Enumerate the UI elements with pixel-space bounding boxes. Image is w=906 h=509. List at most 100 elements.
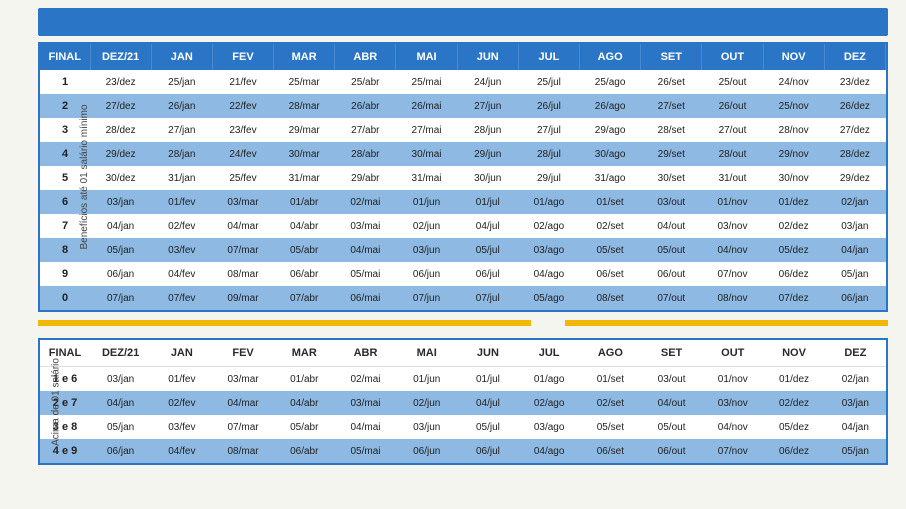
col-header: MAI [396, 44, 457, 70]
date-cell: 31/mai [396, 166, 457, 190]
table1-body: 123/dez25/jan21/fev25/mar25/abr25/mai24/… [40, 70, 886, 310]
date-cell: 26/ago [580, 94, 641, 118]
section1-label: Benefícios até 01 salário mínimo [79, 104, 90, 249]
date-cell: 30/mar [274, 142, 335, 166]
date-cell: 07/mar [212, 238, 273, 262]
date-cell: 28/jul [518, 142, 579, 166]
date-cell: 08/set [580, 286, 641, 310]
date-cell: 24/fev [212, 142, 273, 166]
date-cell: 04/jul [457, 391, 518, 415]
date-cell: 06/jun [396, 262, 457, 286]
row-final-digit: 1 e 6 [40, 367, 90, 392]
date-cell: 04/mai [335, 238, 396, 262]
row-final-digit: 9 [40, 262, 90, 286]
date-cell: 01/dez [763, 190, 824, 214]
section2-label: Acima de 01 salário [50, 358, 61, 446]
date-cell: 03/nov [702, 391, 763, 415]
table-row: 906/jan04/fev08/mar06/abr05/mai06/jun06/… [40, 262, 886, 286]
date-cell: 05/jan [825, 439, 886, 463]
date-cell: 01/set [580, 367, 641, 392]
date-cell: 03/jun [396, 415, 457, 439]
col-header: SET [641, 340, 702, 367]
date-cell: 01/nov [702, 190, 763, 214]
col-header: DEZ/21 [90, 340, 151, 367]
date-cell: 07/out [641, 286, 702, 310]
date-cell: 08/mar [212, 262, 273, 286]
date-cell: 04/mar [212, 214, 273, 238]
date-cell: 28/abr [335, 142, 396, 166]
date-cell: 02/jan [825, 367, 886, 392]
date-cell: 04/fev [151, 262, 212, 286]
date-cell: 02/jun [396, 391, 457, 415]
date-cell: 28/dez [824, 142, 885, 166]
table-row: 328/dez27/jan23/fev29/mar27/abr27/mai28/… [40, 118, 886, 142]
separator [38, 320, 888, 330]
date-cell: 03/out [641, 190, 702, 214]
date-cell: 06/set [580, 439, 641, 463]
date-cell: 06/jul [457, 262, 518, 286]
date-cell: 28/jun [457, 118, 518, 142]
date-cell: 27/dez [824, 118, 885, 142]
col-header: DEZ/21 [90, 44, 151, 70]
date-cell: 05/jul [457, 238, 518, 262]
date-cell: 23/fev [212, 118, 273, 142]
date-cell: 03/mai [335, 391, 396, 415]
date-cell: 07/fev [151, 286, 212, 310]
date-cell: 02/fev [151, 214, 212, 238]
date-cell: 06/jan [824, 286, 885, 310]
col-header: JAN [151, 340, 212, 367]
row-final-digit: 4 e 9 [40, 439, 90, 463]
col-header: SET [641, 44, 702, 70]
date-cell: 27/jan [151, 118, 212, 142]
date-cell: 01/jun [396, 190, 457, 214]
date-cell: 05/abr [274, 415, 335, 439]
date-cell: 23/dez [824, 70, 885, 94]
date-cell: 03/fev [151, 238, 212, 262]
date-cell: 28/mar [274, 94, 335, 118]
date-cell: 04/jul [457, 214, 518, 238]
table-row: 530/dez31/jan25/fev31/mar29/abr31/mai30/… [40, 166, 886, 190]
date-cell: 01/jul [457, 190, 518, 214]
section-above-1-salary: Acima de 01 salário FINALDEZ/21JANFEVMAR… [38, 338, 888, 465]
date-cell: 29/jul [518, 166, 579, 190]
col-header: OUT [702, 44, 763, 70]
date-cell: 29/abr [335, 166, 396, 190]
date-cell: 28/dez [90, 118, 151, 142]
table-row: 4 e 906/jan04/fev08/mar06/abr05/mai06/ju… [40, 439, 886, 463]
date-cell: 04/out [641, 391, 702, 415]
date-cell: 28/jan [151, 142, 212, 166]
row-final-digit: 2 e 7 [40, 391, 90, 415]
date-cell: 02/set [580, 214, 641, 238]
date-cell: 07/dez [763, 286, 824, 310]
date-cell: 05/set [580, 415, 641, 439]
date-cell: 01/set [580, 190, 641, 214]
page-wrapper: Benefícios até 01 salário mínimo FINALDE… [0, 0, 906, 465]
date-cell: 29/nov [763, 142, 824, 166]
date-cell: 05/jan [90, 415, 151, 439]
col-header: MAI [396, 340, 457, 367]
col-header: MAR [274, 44, 335, 70]
date-cell: 30/nov [763, 166, 824, 190]
date-cell: 03/jan [824, 214, 885, 238]
table1-head: FINALDEZ/21JANFEVMARABRMAIJUNJULAGOSETOU… [40, 44, 886, 70]
date-cell: 04/nov [702, 415, 763, 439]
date-cell: 03/out [641, 367, 702, 392]
col-header: JUN [457, 44, 518, 70]
date-cell: 04/jan [90, 391, 151, 415]
date-cell: 04/ago [519, 439, 580, 463]
date-cell: 29/ago [580, 118, 641, 142]
col-header: DEZ [824, 44, 885, 70]
date-cell: 03/nov [702, 214, 763, 238]
date-cell: 27/abr [335, 118, 396, 142]
date-cell: 31/jan [151, 166, 212, 190]
date-cell: 05/out [641, 238, 702, 262]
date-cell: 02/jan [824, 190, 885, 214]
date-cell: 07/jun [396, 286, 457, 310]
date-cell: 04/out [641, 214, 702, 238]
date-cell: 01/fev [151, 367, 212, 392]
col-header: JUL [519, 340, 580, 367]
table-row: 007/jan07/fev09/mar07/abr06/mai07/jun07/… [40, 286, 886, 310]
date-cell: 06/set [580, 262, 641, 286]
date-cell: 26/set [641, 70, 702, 94]
date-cell: 06/abr [274, 262, 335, 286]
